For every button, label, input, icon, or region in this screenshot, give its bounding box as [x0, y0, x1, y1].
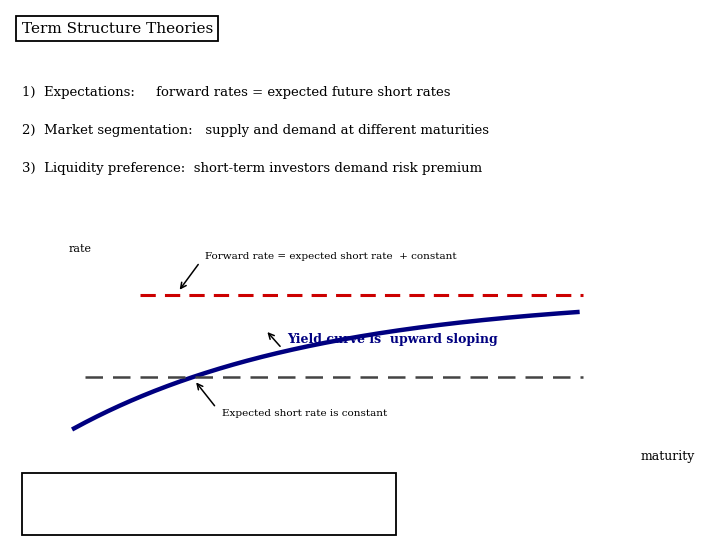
- Text: 1)  Expectations:     forward rates = expected future short rates: 1) Expectations: forward rates = expecte…: [22, 86, 450, 99]
- Text: Term Structure Theories: Term Structure Theories: [22, 22, 213, 36]
- FancyBboxPatch shape: [22, 472, 396, 535]
- Text: 3)  Liquidity preference:  short-term investors demand risk premium: 3) Liquidity preference: short-term inve…: [22, 162, 482, 175]
- Text: constant expected short rates: constant expected short rates: [144, 478, 354, 492]
- Text: constant risk premium: constant risk premium: [144, 514, 305, 528]
- Text: maturity: maturity: [641, 450, 696, 463]
- Text: Yield Curve:: Yield Curve:: [32, 478, 119, 492]
- Text: 2)  Market segmentation:   supply and demand at different maturities: 2) Market segmentation: supply and deman…: [22, 124, 489, 137]
